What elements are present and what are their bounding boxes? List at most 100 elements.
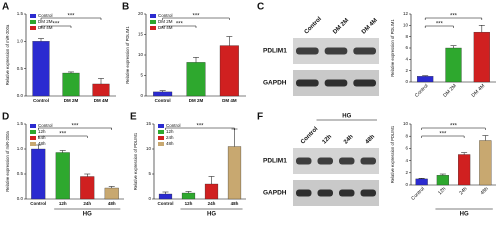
y-tick-label: 2 [405, 68, 408, 73]
y-tick-label: 20 [138, 11, 144, 16]
x-tick-label: DM 4M [471, 83, 487, 99]
y-tick-label: 10 [403, 121, 409, 126]
y-tick-label: 1.5 [17, 121, 24, 126]
y-axis-label: Relative expression of miR-200a [5, 24, 10, 85]
lane-label: 48h [365, 134, 377, 146]
legend-swatch [158, 124, 164, 128]
row-label: GAPDH [263, 190, 287, 197]
legend-label: Control [166, 123, 181, 128]
y-axis-label: Relative expression of PDLIM1 [390, 19, 395, 77]
y-tick-label: 15 [146, 121, 152, 126]
blot-band [339, 189, 355, 197]
significance-bracket [162, 25, 197, 28]
error-bar [84, 173, 91, 177]
legend-label: 48h [38, 141, 46, 146]
y-tick-label: 2 [405, 170, 408, 175]
panel-letter: A [2, 2, 9, 13]
significance-label: *** [71, 124, 79, 130]
y-axis-label: Relative expression of PDLIM1 [125, 26, 130, 84]
legend-label: 24h [38, 135, 46, 140]
y-tick-label: 10 [403, 23, 409, 28]
significance-label: *** [52, 22, 60, 28]
significance-bracket [162, 17, 230, 20]
legend-label: 48h [166, 141, 174, 146]
blot-band [296, 79, 319, 87]
legend-label: DM 2M [38, 19, 53, 24]
y-axis-label: Relative expression of miR-200a [5, 131, 10, 192]
bar [92, 83, 110, 97]
bar [104, 187, 119, 200]
bar [62, 72, 80, 97]
legend-label: Control [38, 13, 53, 18]
error-bar [478, 25, 485, 33]
legend-label: 12h [166, 129, 174, 134]
y-tick-label: 0.5 [17, 66, 24, 71]
legend-swatch [30, 130, 36, 134]
significance-bracket [165, 127, 235, 130]
y-tick-label: 0 [405, 182, 408, 187]
error-bar [159, 90, 166, 92]
significance-label: *** [436, 22, 444, 28]
row-label: PDLIM1 [263, 48, 287, 55]
legend-label: Control [158, 13, 173, 18]
bar [55, 152, 70, 200]
error-bar [38, 38, 44, 42]
blot-band [324, 47, 348, 55]
panel-letter: C [257, 2, 264, 13]
x-tick-label: Control [155, 98, 171, 103]
significance-bracket [424, 17, 483, 20]
bar [417, 76, 434, 83]
panel-letter: D [2, 112, 9, 123]
legend-swatch [30, 14, 36, 18]
x-tick-label: Control [30, 201, 46, 206]
legend-swatch [30, 20, 36, 24]
blot-band [317, 157, 333, 165]
blot-band [296, 47, 319, 55]
error-bar [461, 152, 468, 155]
y-tick-label: 0.0 [17, 196, 24, 201]
legend-swatch [150, 20, 156, 24]
significance-bracket [424, 25, 454, 28]
legend-label: DM 4M [38, 25, 53, 30]
y-tick-label: 8 [405, 133, 408, 138]
blot-band [296, 189, 312, 197]
legend-swatch [30, 26, 36, 30]
bar [473, 31, 490, 83]
x-tick-label: Control [33, 98, 49, 103]
error-bar [482, 135, 489, 141]
x-tick-label: DM 4M [222, 98, 237, 103]
lane-label: Control [304, 16, 324, 36]
bar [186, 62, 206, 97]
y-tick-label: 0.5 [17, 171, 24, 176]
y-tick-label: 10 [146, 146, 152, 151]
bar [479, 140, 492, 186]
significance-bracket [421, 127, 486, 130]
blot-band [324, 79, 348, 87]
error-bar [231, 128, 238, 147]
x-tick-label: 12h [437, 186, 447, 196]
legend-swatch [30, 142, 36, 146]
significance-bracket [40, 17, 102, 20]
legend-label: 24h [166, 135, 174, 140]
error-bar [98, 78, 104, 84]
error-bar [59, 150, 66, 153]
error-bar [108, 186, 115, 188]
x-tick-label: DM 2M [64, 98, 79, 103]
figure: A Relative expression of miR-200a 0.0 0.5 1.… [2, 2, 496, 218]
y-tick-label: 1.5 [17, 11, 24, 16]
lane-label: Control [300, 126, 320, 146]
bar [415, 178, 428, 186]
bar [31, 148, 46, 200]
significance-label: *** [176, 22, 184, 28]
significance-label: *** [439, 132, 447, 138]
y-tick-label: 10 [138, 52, 144, 57]
y-tick-label: 0 [140, 93, 143, 98]
error-bar [162, 191, 169, 194]
y-tick-label: 15 [138, 32, 144, 37]
bar [458, 154, 471, 186]
x-tick-label: Control [414, 83, 430, 99]
error-bar [439, 173, 446, 176]
legend-swatch [150, 26, 156, 30]
significance-label: *** [192, 14, 200, 20]
significance-label: *** [196, 124, 204, 130]
